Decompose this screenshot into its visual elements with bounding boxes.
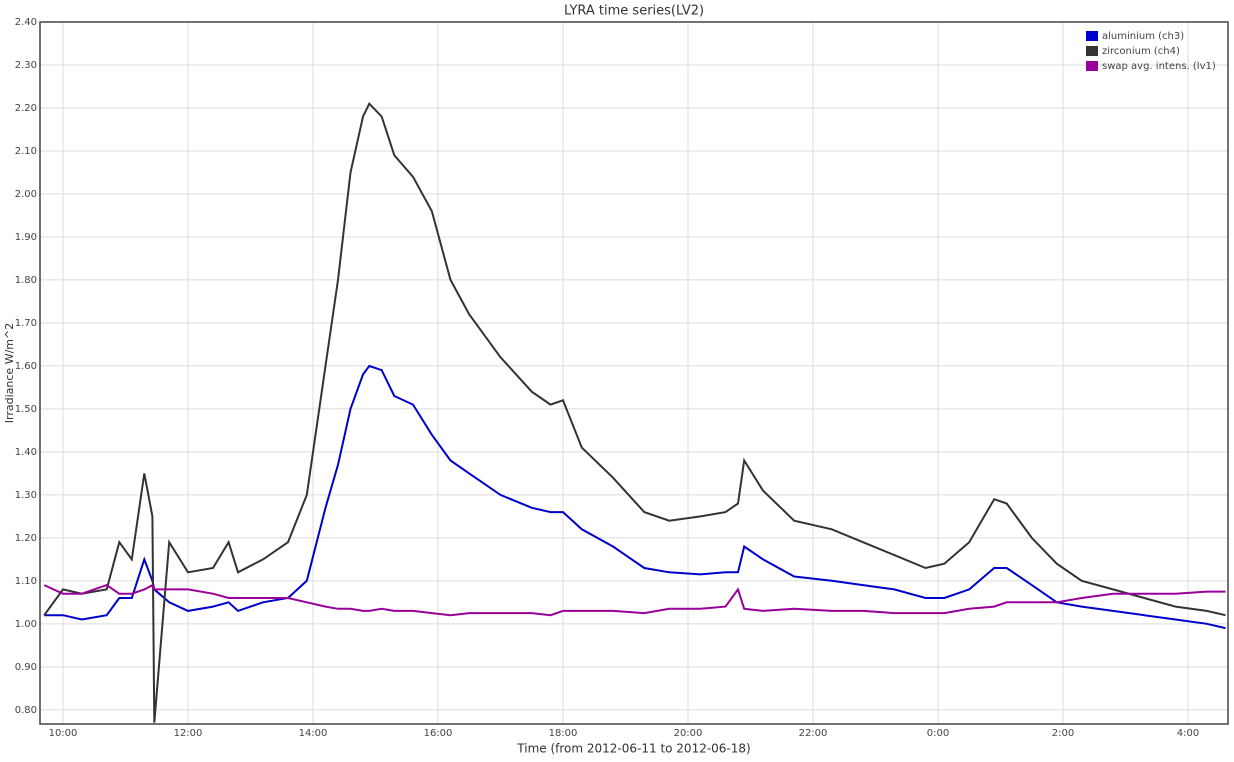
y-tick-label: 1.70 [15, 318, 37, 329]
x-tick-label: 18:00 [549, 728, 578, 739]
chart-title: LYRA time series(LV2) [564, 4, 704, 19]
y-tick-label: 1.80 [15, 275, 37, 286]
x-tick-label: 14:00 [299, 728, 328, 739]
series-line [44, 364, 1226, 630]
legend-label: zirconium (ch4) [1102, 46, 1180, 57]
x-tick-label: 22:00 [799, 728, 828, 739]
x-tick-label: 12:00 [174, 728, 203, 739]
y-tick-label: 2.40 [15, 17, 37, 28]
y-tick-label: 1.20 [15, 533, 37, 544]
legend-label: aluminium (ch3) [1102, 31, 1184, 42]
x-axis-label: Time (from 2012-06-11 to 2012-06-18) [516, 742, 750, 756]
series-line [43, 101, 1226, 723]
x-tick-label: 4:00 [1177, 728, 1199, 739]
y-tick-label: 1.00 [15, 619, 37, 630]
y-tick-label: 0.90 [15, 662, 37, 673]
y-tick-label: 1.50 [15, 404, 37, 415]
y-tick-label: 2.10 [15, 146, 37, 157]
y-tick-label: 1.90 [15, 232, 37, 243]
y-tick-label: 2.20 [15, 103, 37, 114]
x-tick-label: 2:00 [1052, 728, 1074, 739]
x-tick-label: 16:00 [424, 728, 453, 739]
y-tick-label: 1.30 [15, 490, 37, 501]
plot-frame [39, 21, 1229, 725]
legend-swatch [1086, 46, 1098, 56]
y-tick-label: 1.10 [15, 576, 37, 587]
x-tick-label: 20:00 [674, 728, 703, 739]
legend-swatch [1086, 31, 1098, 41]
legend-label: swap avg. intens. (lv1) [1102, 61, 1216, 72]
legend-swatch [1086, 61, 1098, 71]
series-line [43, 583, 1226, 617]
y-tick-label: 2.30 [15, 60, 37, 71]
x-tick-label: 0:00 [927, 728, 949, 739]
x-tick-label: 10:00 [49, 728, 78, 739]
y-tick-label: 1.40 [15, 447, 37, 458]
y-tick-label: 1.60 [15, 361, 37, 372]
y-tick-label: 2.00 [15, 189, 37, 200]
y-tick-label: 0.80 [15, 705, 37, 716]
y-axis-label: Irradiance W/m^2 [3, 323, 16, 423]
